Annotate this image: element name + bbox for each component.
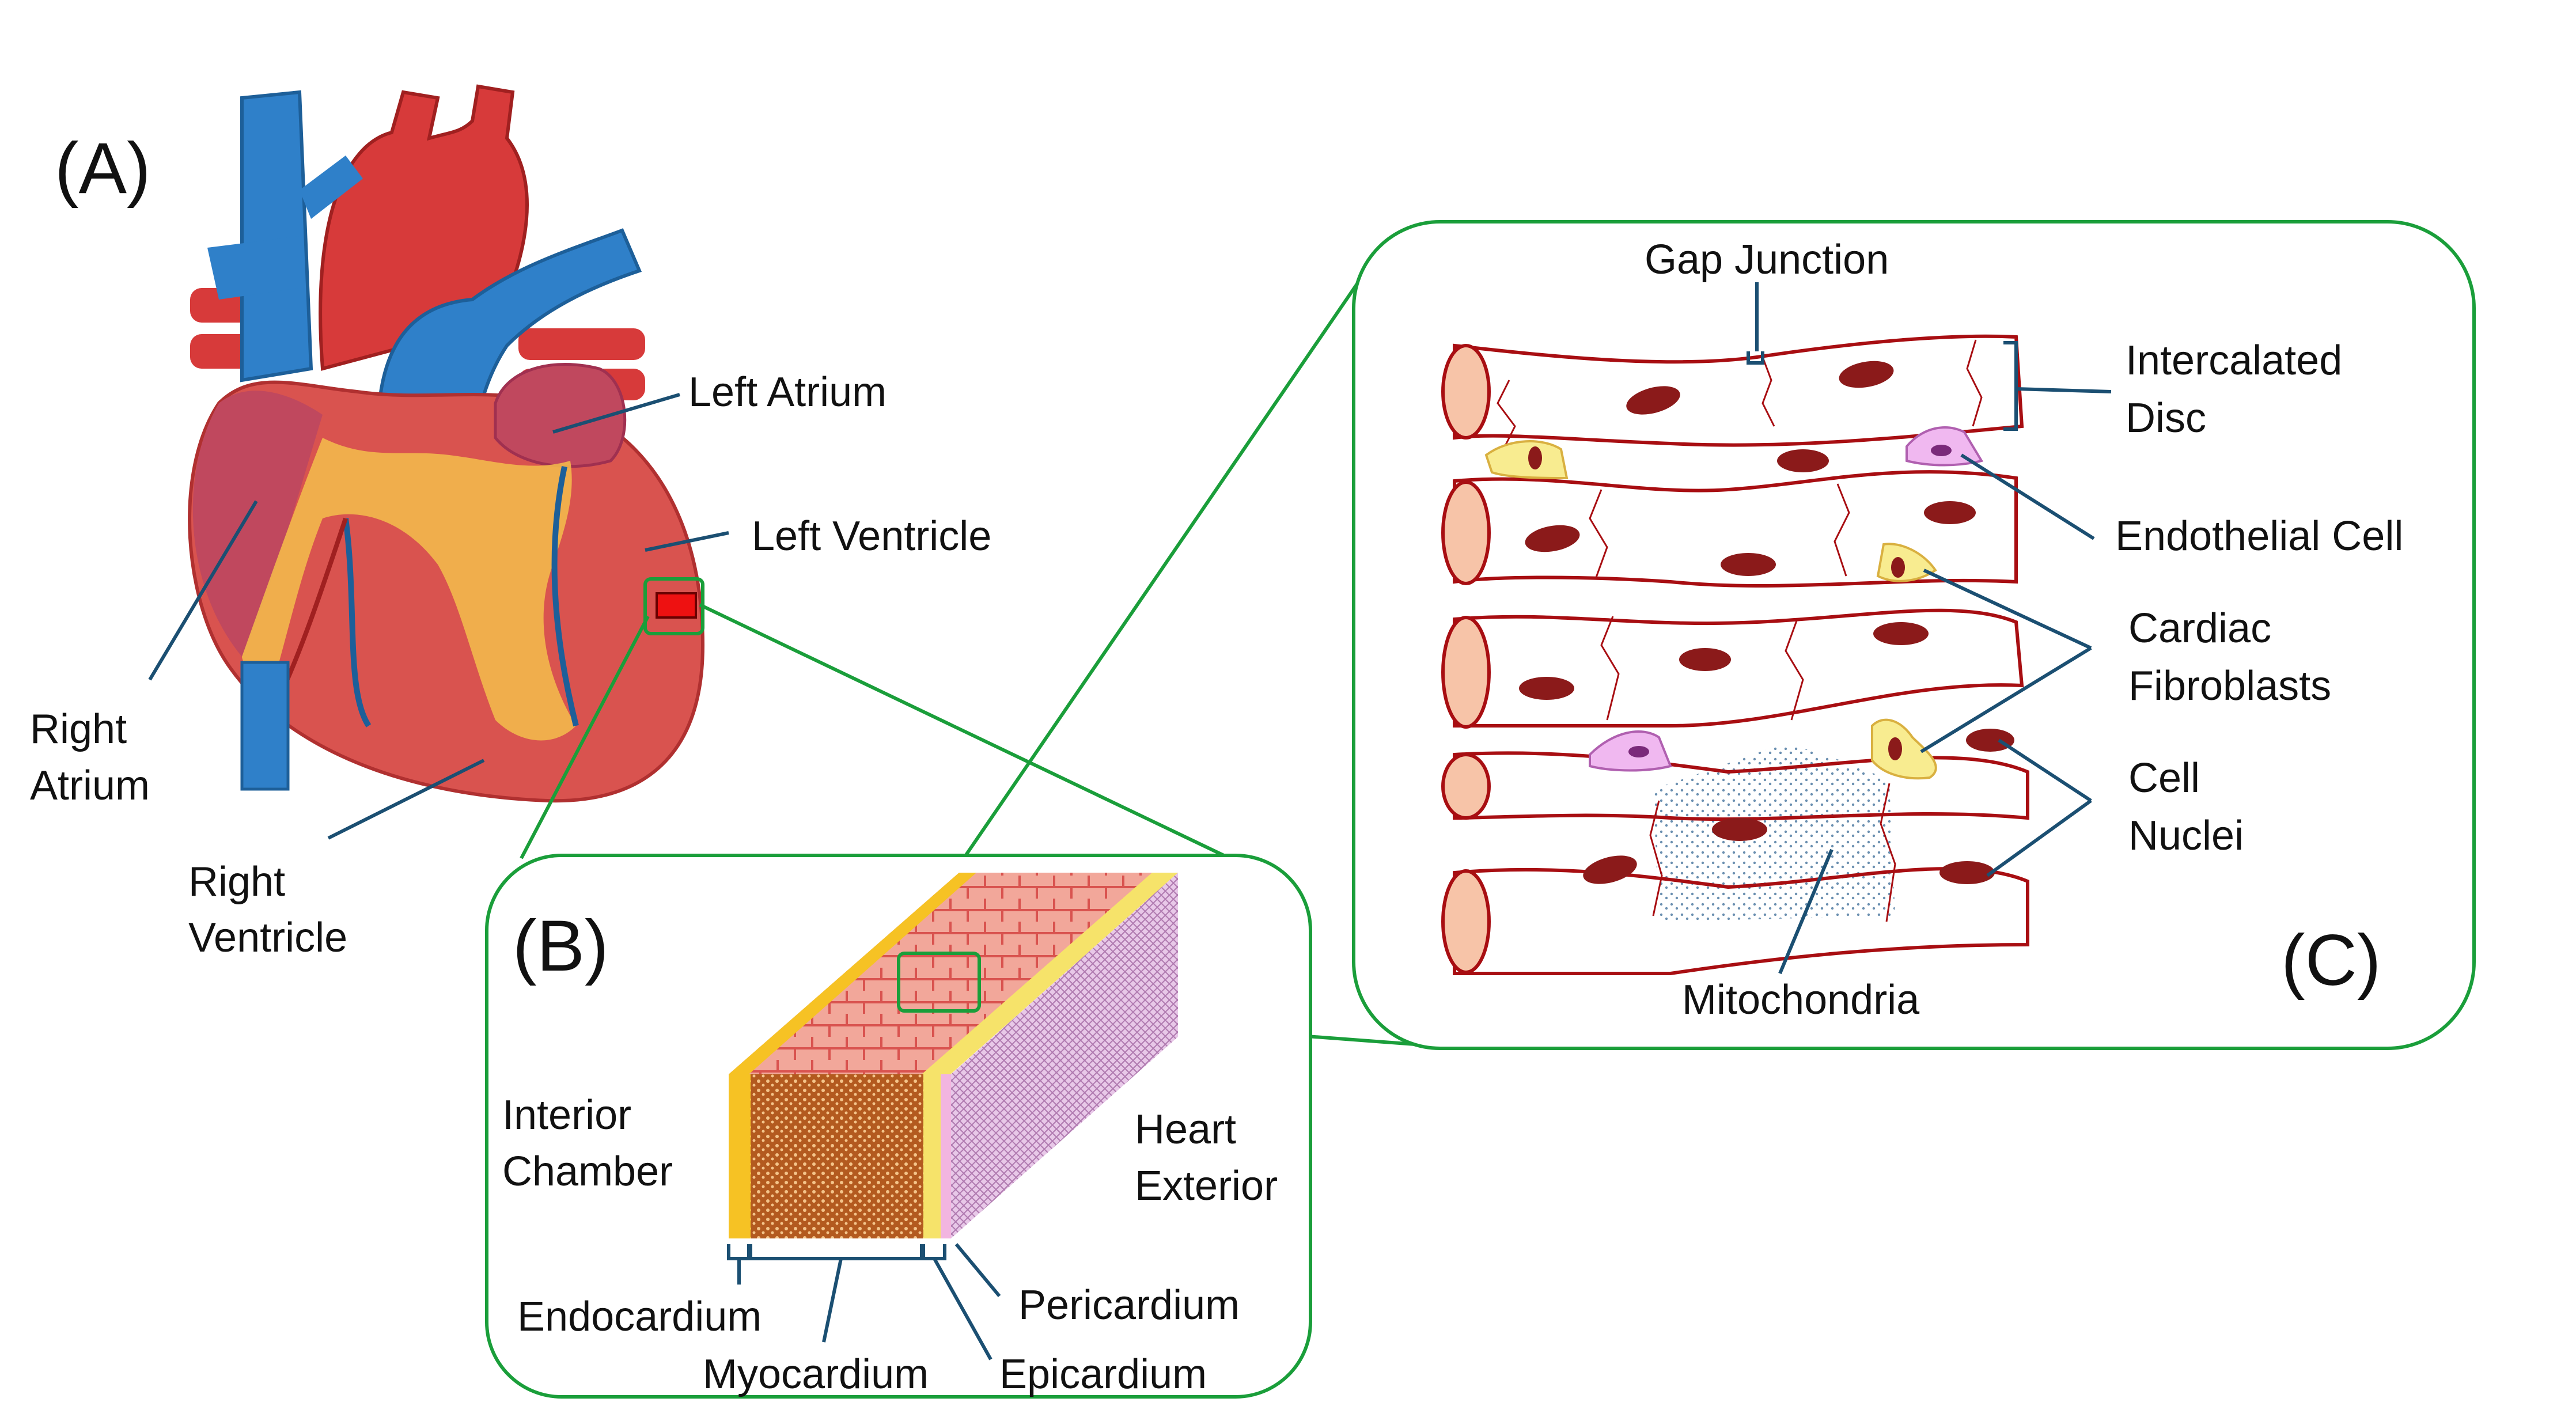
label-mitochondria: Mitochondria [1682,977,1920,1023]
right-atrium-shape [192,391,323,657]
label-exterior-line1: Heart [1135,1107,1236,1153]
label-gap-junction: Gap Junction [1645,237,1889,283]
label-endocardium: Endocardium [517,1294,762,1340]
label-right-ventricle-line2: Ventricle [188,915,347,961]
label-endothelial-cell: Endothelial Cell [2115,513,2403,559]
myocardium-zoom-box [897,952,981,1013]
label-right-atrium-line2: Atrium [30,763,150,809]
heart-wall-block [729,873,1178,1238]
vena-cava [240,90,313,382]
label-nuclei-line2: Nuclei [2128,813,2244,859]
label-interior-line1: Interior [502,1092,631,1138]
left-atrium-shape [494,363,627,468]
sample-region-marker [656,592,697,619]
panel-label-b: (B) [513,906,609,986]
label-exterior-line2: Exterior [1135,1163,1278,1209]
label-intercalated-line1: Intercalated [2126,338,2342,384]
label-fibroblasts-line2: Fibroblasts [2128,663,2331,709]
cell-nuclei [1519,361,2014,884]
label-myocardium: Myocardium [703,1351,929,1397]
label-intercalated-line2: Disc [2126,395,2206,441]
myocardium-layer [751,1074,923,1238]
label-pericardium: Pericardium [1018,1282,1240,1328]
endothelial-cells [1589,426,1984,772]
label-right-atrium-line1: Right [30,706,127,752]
tissue-leader-lines [1747,282,2112,975]
pericardium-layer [941,1074,951,1238]
label-interior-line2: Chamber [502,1149,673,1195]
heart-leader-lines [148,393,729,840]
label-nuclei-line1: Cell [2128,755,2200,801]
label-right-ventricle-line1: Right [188,859,285,905]
layer-brackets [727,1243,1001,1361]
label-epicardium: Epicardium [999,1351,1207,1397]
endocardium-layer [729,1074,751,1238]
label-left-ventricle: Left Ventricle [752,513,991,559]
panel-label-a: (A) [55,128,151,209]
heart-illustration [188,84,705,803]
label-fibroblasts-line1: Cardiac [2128,605,2271,651]
cardiomyocyte-fibers [1441,334,2029,976]
epicardium-layer [923,1074,941,1238]
panel-label-c: (C) [2281,920,2381,1001]
cardiac-fibroblasts [1484,440,1937,780]
label-left-atrium: Left Atrium [688,369,887,415]
